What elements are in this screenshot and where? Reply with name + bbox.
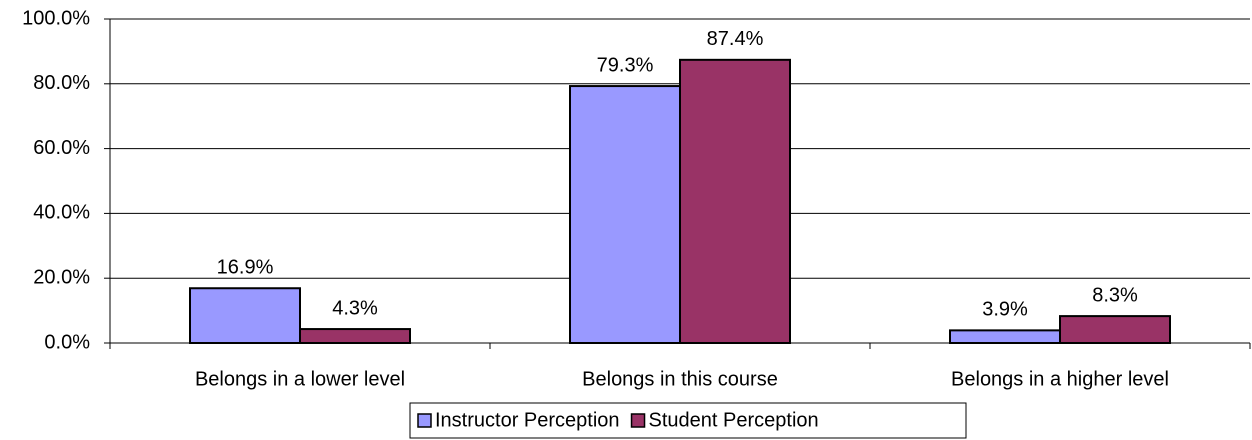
bar — [189, 287, 301, 344]
value-label: 3.9% — [982, 299, 1028, 321]
bar — [569, 85, 681, 345]
value-label: 16.9% — [217, 257, 274, 279]
legend-box — [409, 402, 967, 439]
x-tick-label: Belongs in a lower level — [195, 368, 405, 390]
x-tick-label: Belongs in this course — [582, 368, 778, 390]
legend-label: Student Perception — [649, 409, 819, 431]
value-label: 8.3% — [1092, 284, 1138, 306]
legend-label: Instructor Perception — [435, 409, 620, 431]
y-tick-label: 0.0% — [44, 331, 90, 353]
value-label: 4.3% — [332, 297, 378, 319]
y-tick-label: 20.0% — [33, 266, 90, 288]
bar — [679, 58, 791, 344]
bar — [1059, 315, 1171, 345]
legend-swatch — [417, 413, 432, 428]
bar — [299, 328, 411, 344]
y-tick-label: 40.0% — [33, 202, 90, 224]
legend-swatch — [630, 413, 646, 428]
y-tick-label: 80.0% — [33, 72, 90, 94]
y-tick-label: 60.0% — [33, 137, 90, 159]
x-tick-label: Belongs in a higher level — [951, 368, 1169, 390]
value-label: 87.4% — [707, 28, 764, 50]
value-label: 79.3% — [597, 54, 654, 76]
bar — [949, 329, 1061, 345]
y-tick-label: 100.0% — [22, 7, 90, 29]
